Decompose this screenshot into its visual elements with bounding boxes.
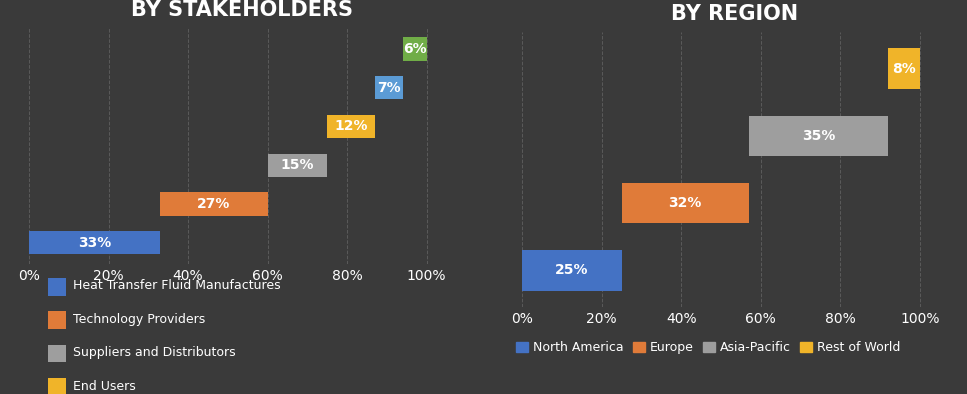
Bar	[748, 115, 888, 156]
Text: 32%: 32%	[668, 196, 702, 210]
Text: 12%: 12%	[335, 119, 367, 134]
Title: BY REGION: BY REGION	[671, 4, 799, 24]
Bar	[161, 192, 268, 216]
Bar	[403, 37, 426, 61]
Text: 15%: 15%	[280, 158, 314, 172]
Text: 27%: 27%	[197, 197, 230, 211]
Legend: North America, Europe, Asia-Pacific, Rest of World: North America, Europe, Asia-Pacific, Res…	[515, 341, 901, 354]
Text: Technology Providers: Technology Providers	[73, 313, 205, 325]
Text: 33%: 33%	[78, 236, 111, 250]
Text: 6%: 6%	[403, 42, 426, 56]
Title: BY STAKEHOLDERS: BY STAKEHOLDERS	[131, 0, 353, 20]
Bar	[268, 154, 327, 177]
Text: 25%: 25%	[555, 263, 589, 277]
Bar	[375, 76, 403, 99]
Bar	[29, 231, 161, 254]
Bar	[327, 115, 375, 138]
Bar	[622, 183, 748, 223]
Text: 8%: 8%	[892, 61, 916, 76]
Text: End Users: End Users	[73, 380, 135, 392]
Text: 7%: 7%	[377, 81, 400, 95]
Bar	[522, 250, 622, 290]
Bar	[888, 48, 920, 89]
Text: Suppliers and Distributors: Suppliers and Distributors	[73, 346, 235, 359]
Text: 35%: 35%	[802, 129, 835, 143]
Text: Heat Transfer Fluid Manufactures: Heat Transfer Fluid Manufactures	[73, 279, 280, 292]
